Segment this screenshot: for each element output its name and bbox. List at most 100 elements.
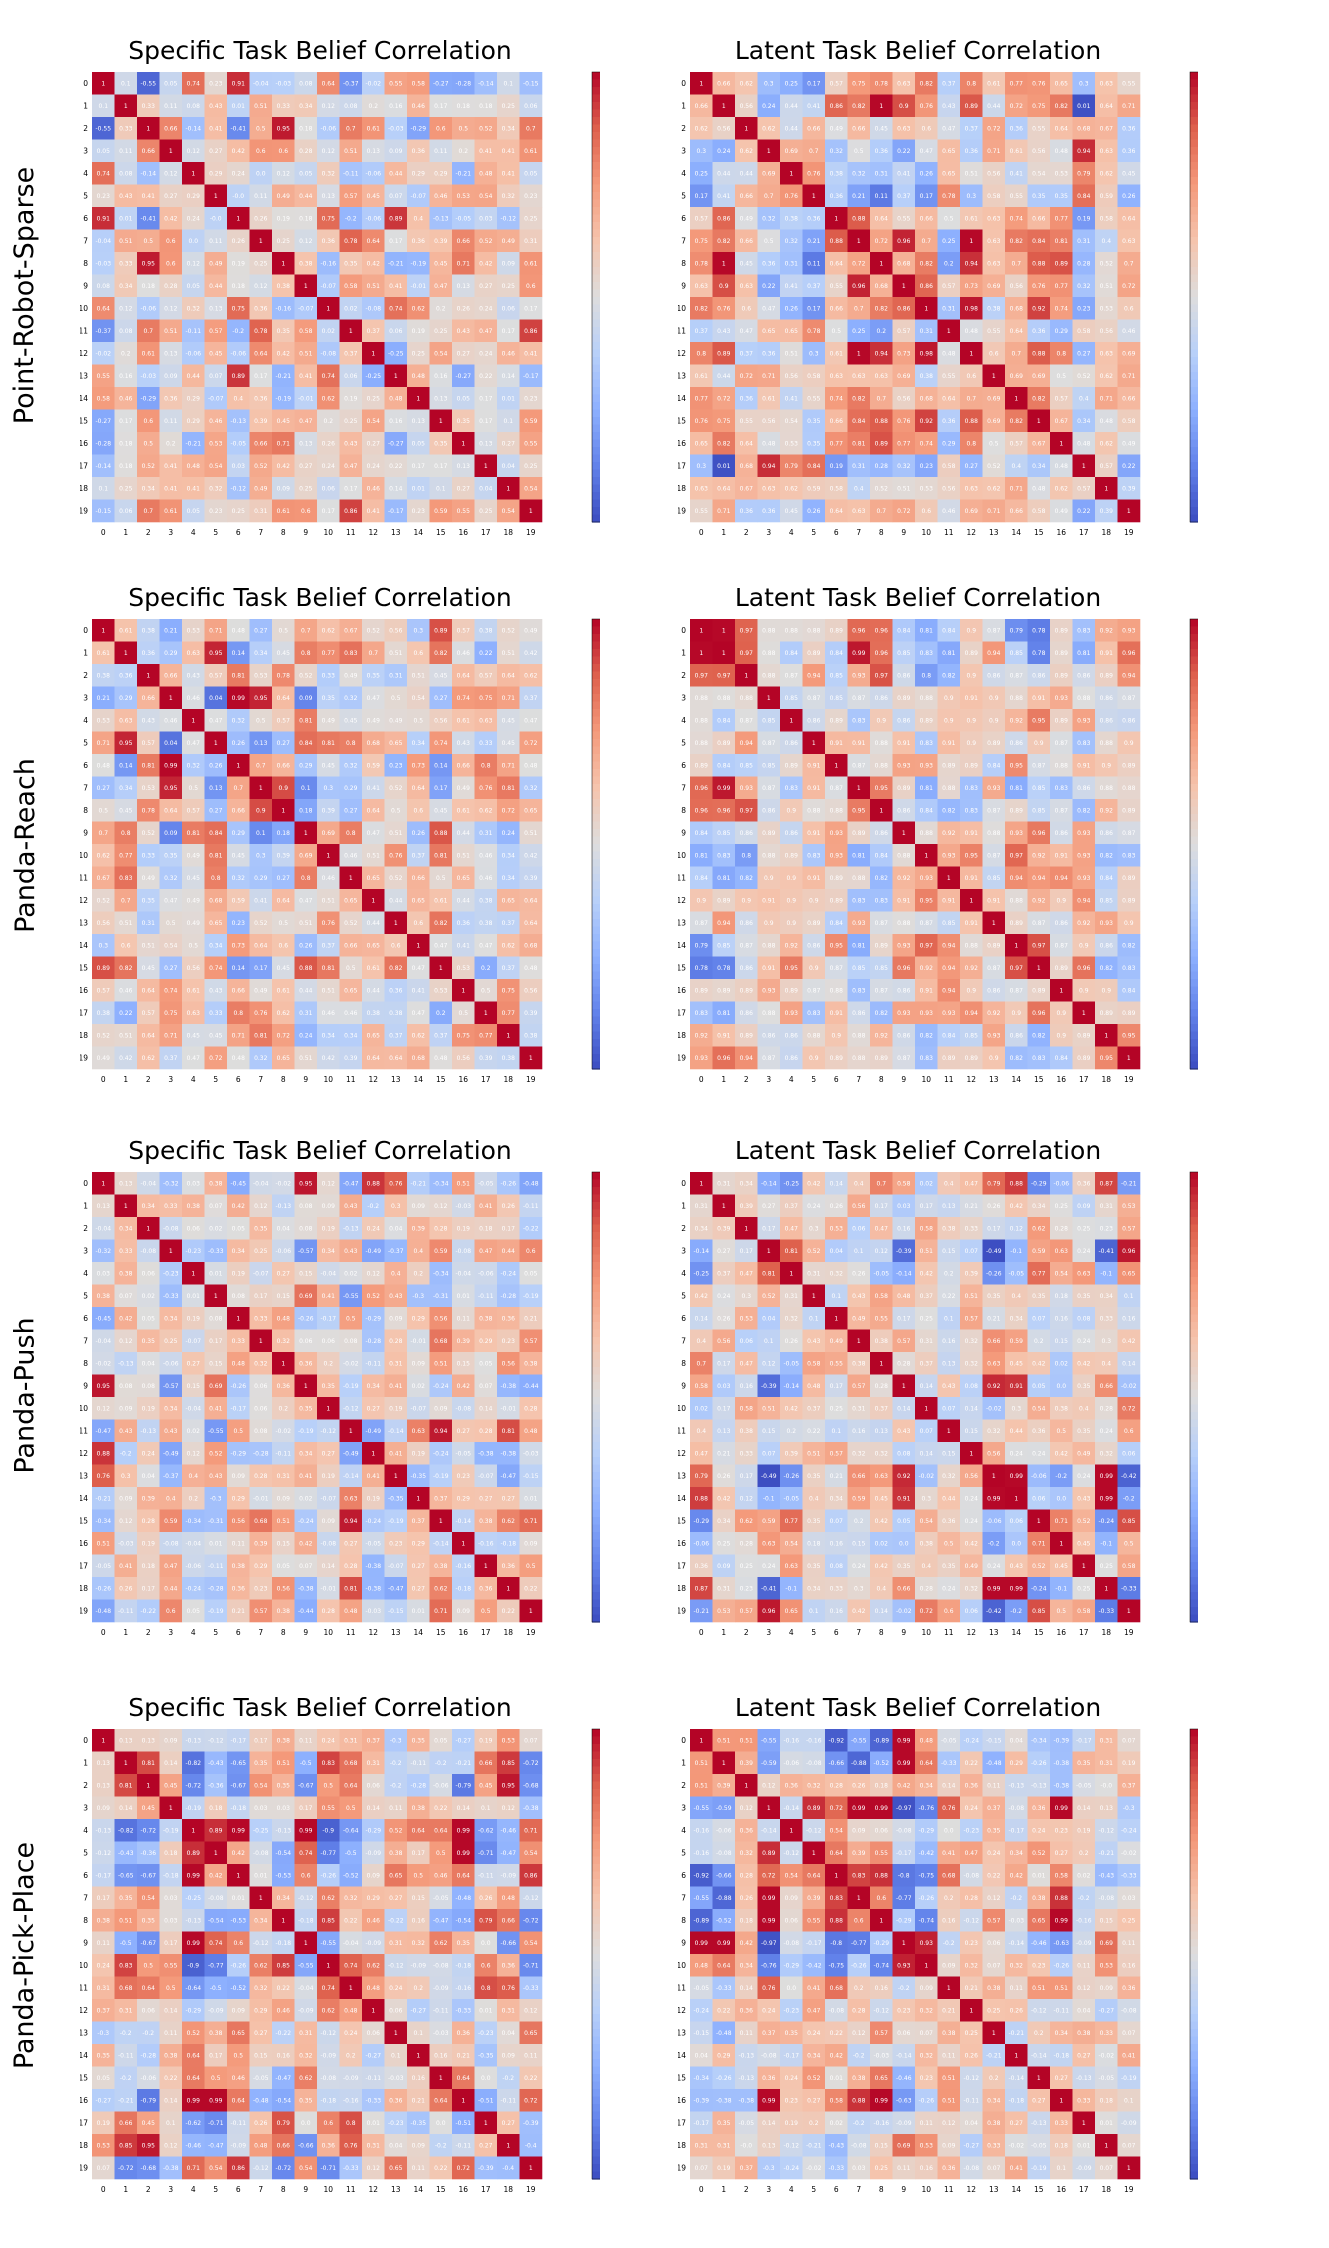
cell-label: 0.2 (413, 1270, 423, 1277)
x-tick-label: 16 (458, 1628, 468, 1637)
heatmap-cell (474, 619, 498, 642)
heatmap-cell (339, 499, 363, 523)
cell-label: 0.47 (479, 328, 493, 335)
cell-label: 0.3 (1079, 80, 1089, 87)
heatmap-cell (712, 207, 736, 230)
heatmap-cell (159, 1172, 183, 1195)
heatmap-cell (294, 664, 318, 687)
heatmap-cell (227, 387, 250, 410)
cell-label: 0.48 (1100, 418, 1114, 425)
cell-label: 0.23 (524, 193, 538, 200)
cell-label: 0.63 (412, 1428, 426, 1435)
cell-label: 0.88 (920, 830, 934, 837)
heatmap-cell (735, 72, 758, 95)
cell-label: 0.04 (762, 1315, 776, 1322)
heatmap-cell (452, 1397, 475, 1420)
cell-label: 0.06 (524, 103, 538, 110)
heatmap-cell (1027, 1217, 1051, 1240)
heatmap-cell (735, 207, 758, 230)
heatmap-cell (452, 1532, 475, 1555)
heatmap-cell (249, 274, 273, 298)
cell-label: 0.83 (807, 1010, 821, 1017)
cell-label: 0.41 (299, 373, 313, 380)
y-tick-label: 12 (80, 1449, 88, 1458)
cell-label: 0.93 (942, 852, 956, 859)
cell-label: 0.91 (762, 897, 776, 904)
heatmap-cell (802, 274, 826, 298)
cell-label: 0.44 (367, 920, 381, 927)
cell-label: 1 (484, 463, 488, 470)
colorbar-segment (592, 926, 600, 935)
cell-label: 0.96 (695, 807, 709, 814)
cell-label: 0.36 (299, 1360, 313, 1367)
colorbar-segment (1190, 252, 1198, 261)
heatmap-cell (519, 754, 543, 777)
heatmap-cell (960, 979, 983, 1002)
heatmap-cell (802, 956, 826, 980)
heatmap-cell (159, 72, 183, 95)
heatmap-cell (847, 1024, 871, 1047)
colorbar-segment (1190, 1024, 1198, 1033)
heatmap-cell (429, 1172, 453, 1195)
heatmap-cell (937, 1024, 961, 1047)
heatmap-cell (982, 319, 1006, 343)
colorbar-segment (592, 1217, 600, 1226)
heatmap-cell (362, 499, 385, 523)
heatmap-cell (362, 1239, 385, 1263)
cell-label: 0.64 (740, 440, 754, 447)
heatmap-cell (1050, 117, 1073, 140)
y-tick-label: 17 (678, 1008, 686, 1017)
heatmap-cell (960, 709, 983, 732)
colorbar-segment (1190, 949, 1198, 958)
cell-label: 0.89 (942, 762, 956, 769)
cell-label: 0.94 (1077, 148, 1091, 155)
cell-label: -0.13 (433, 215, 449, 222)
cell-label: 0.45 (119, 807, 133, 814)
heatmap-cell (92, 72, 115, 95)
cell-label: 0.48 (897, 1293, 911, 1300)
cell-label: 0.18 (299, 125, 313, 132)
cell-label: 0.22 (1122, 463, 1136, 470)
heatmap-cell (870, 619, 893, 642)
cell-label: 0.64 (457, 672, 471, 679)
heatmap-cell (249, 1352, 273, 1375)
cell-label: -0.06 (478, 1270, 494, 1277)
heatmap-cell (452, 956, 475, 980)
colorbar-segment (592, 1329, 600, 1338)
heatmap-cell (384, 1442, 408, 1465)
colorbar-segment (592, 964, 600, 973)
cell-label: 0.87 (807, 987, 821, 994)
colorbar-segment (1190, 342, 1198, 351)
colorbar-segment (592, 1607, 600, 1616)
heatmap-cell (519, 844, 543, 867)
y-tick-label: 3 (681, 693, 686, 702)
heatmap-cell (870, 934, 893, 957)
heatmap-cell (429, 72, 453, 95)
heatmap-cell (452, 731, 475, 755)
heatmap-cell (384, 1239, 408, 1263)
cell-label: -0.24 (433, 1450, 449, 1457)
heatmap-cell (757, 889, 781, 912)
heatmap-cell (870, 297, 893, 320)
y-tick-label: 8 (83, 806, 88, 815)
heatmap-cell (227, 1194, 250, 1218)
heatmap-cell (92, 1046, 115, 1070)
heatmap-cell (294, 1024, 318, 1047)
heatmap-cell (892, 1194, 916, 1218)
heatmap-cell (474, 1599, 498, 1623)
heatmap-cell (982, 454, 1006, 478)
cell-label: 0.87 (987, 807, 1001, 814)
cell-label: 0.42 (695, 1293, 709, 1300)
colorbar-segment (592, 859, 600, 868)
cell-label: 0.81 (785, 1248, 799, 1255)
cell-label: 0.12 (322, 103, 336, 110)
cell-label: 0.34 (322, 1248, 336, 1255)
cell-label: 0.45 (344, 717, 358, 724)
cell-label: 0.82 (434, 650, 448, 657)
y-tick-label: 11 (80, 873, 88, 882)
heatmap-cell (92, 162, 115, 185)
heatmap-cell (452, 1046, 475, 1070)
heatmap-cell (294, 72, 318, 95)
cell-label: 0.2 (368, 103, 378, 110)
cell-label: -0.03 (140, 373, 156, 380)
